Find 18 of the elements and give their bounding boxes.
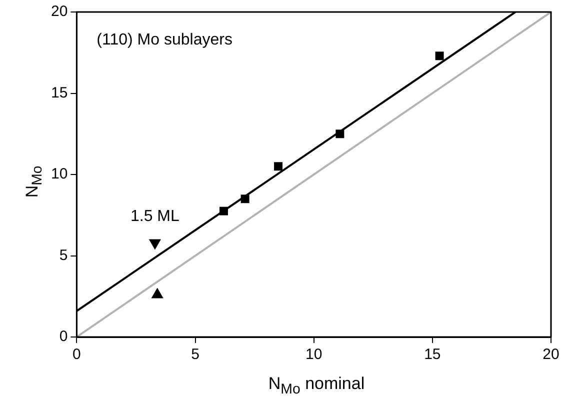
point xyxy=(240,194,250,204)
x-tick-label: 20 xyxy=(542,346,560,364)
y-tick-label: 15 xyxy=(50,84,68,102)
point xyxy=(274,162,283,171)
y-tick-label: 10 xyxy=(50,166,68,183)
point xyxy=(336,130,344,138)
y-tick-label: 5 xyxy=(59,246,68,264)
point xyxy=(219,206,228,216)
x-tick-label: 0 xyxy=(72,346,81,364)
x-tick-label: 5 xyxy=(191,346,200,364)
x-tick-label: 15 xyxy=(424,346,441,364)
annotation: 1.5 ML xyxy=(130,208,180,226)
y-tick-label: 0 xyxy=(59,328,68,346)
x-tick-label: 10 xyxy=(306,346,322,364)
point xyxy=(435,52,444,60)
y-tick-label: 20 xyxy=(50,3,68,20)
x-axis-title: N$_{Mo}$ nominal xyxy=(267,374,366,397)
annotation: (110) Mo sublayers xyxy=(96,31,232,48)
